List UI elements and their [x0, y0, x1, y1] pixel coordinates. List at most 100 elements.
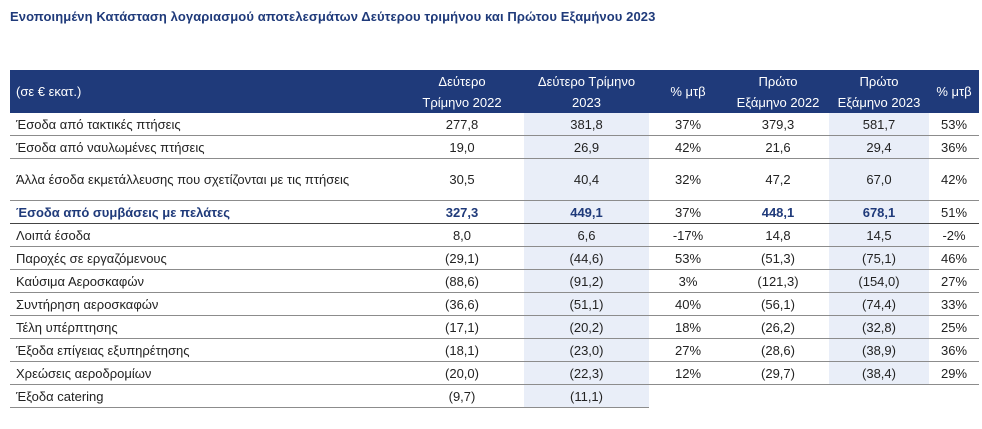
cell-q2-2022: (9,7) [400, 384, 524, 408]
cell-h1-2022: 448,1 [727, 200, 829, 224]
table-row: Έσοδα από συμβάσεις με πελάτες 327,3 449,1… [10, 200, 979, 224]
header-q2-2022-line1: Δεύτερο [438, 73, 486, 89]
table-row: Έξοδα επίγειας εξυπηρέτησης (18,1) (23,0) 2… [10, 338, 979, 362]
row-label: Έξοδα catering [10, 384, 400, 408]
table-row: Χρεώσεις αεροδρομίων (20,0) (22,3) 12% (29,7… [10, 361, 979, 385]
cell-yoy-h [929, 384, 979, 408]
cell-yoy-q: 53% [649, 246, 727, 270]
header-h1-2023-line1: Πρώτο [859, 73, 899, 89]
cell-yoy-q: 18% [649, 315, 727, 339]
page-title: Ενοποιημένη Κατάσταση λογαριασμού αποτελ… [10, 9, 656, 24]
cell-yoy-q: 42% [649, 135, 727, 159]
header-h1-2022: Πρώτο Εξάμηνο 2022 [727, 70, 829, 113]
row-label: Λοιπά έσοδα [10, 223, 400, 247]
cell-yoy-h: 53% [929, 113, 979, 136]
cell-h1-2022: (28,6) [727, 338, 829, 362]
cell-h1-2023 [829, 384, 929, 408]
header-q2-2023-line1: Δεύτερο Τρίμηνο [537, 73, 636, 89]
income-statement-table: (σε € εκατ.) Δεύτερο Τρίμηνο 2022 Δεύτερο… [10, 70, 979, 408]
cell-h1-2022: (29,7) [727, 361, 829, 385]
header-q2-2022-line2: Τρίμηνο 2022 [422, 94, 502, 110]
row-label: Παροχές σε εργαζόμενους [10, 246, 400, 270]
cell-h1-2022: 21,6 [727, 135, 829, 159]
header-yoy-half: % μτβ [936, 84, 972, 99]
cell-yoy-h: 46% [929, 246, 979, 270]
cell-yoy-h: 29% [929, 361, 979, 385]
cell-yoy-h: 36% [929, 338, 979, 362]
row-label: Χρεώσεις αεροδρομίων [10, 361, 400, 385]
row-label: Τέλη υπέρπτησης [10, 315, 400, 339]
cell-q2-2022: 30,5 [400, 158, 524, 201]
header-q2-2023: Δεύτερο Τρίμηνο 2023 [524, 70, 649, 113]
cell-yoy-q: 3% [649, 269, 727, 293]
table-row: Τέλη υπέρπτησης (17,1) (20,2) 18% (26,2) (32,… [10, 315, 979, 339]
cell-q2-2022: 19,0 [400, 135, 524, 159]
table-row: Άλλα έσοδα εκμετάλλευσης που σχετίζονται… [10, 158, 979, 201]
row-label: Συντήρηση αεροσκαφών [10, 292, 400, 316]
cell-q2-2023: 40,4 [524, 158, 649, 201]
header-h1-2022-line1: Πρώτο [758, 73, 798, 89]
cell-q2-2022: 8,0 [400, 223, 524, 247]
table-row: Έξοδα catering (9,7) (11,1) [10, 384, 979, 408]
cell-yoy-q [649, 384, 727, 408]
header-h1-2023-line2: Εξάμηνο 2023 [837, 94, 921, 110]
row-label: Έσοδα από τακτικές πτήσεις [10, 113, 400, 136]
cell-h1-2022 [727, 384, 829, 408]
cell-q2-2023: 381,8 [524, 113, 649, 136]
table-row: Παροχές σε εργαζόμενους (29,1) (44,6) 53% (5… [10, 246, 979, 270]
cell-h1-2022: 47,2 [727, 158, 829, 201]
cell-q2-2022: (88,6) [400, 269, 524, 293]
cell-h1-2023: 29,4 [829, 135, 929, 159]
cell-h1-2023: 14,5 [829, 223, 929, 247]
cell-h1-2023: (74,4) [829, 292, 929, 316]
cell-q2-2022: (17,1) [400, 315, 524, 339]
cell-h1-2022: (51,3) [727, 246, 829, 270]
table-row: Καύσιμα Αεροσκαφών (88,6) (91,2) 3% (121,3)(… [10, 269, 979, 293]
cell-q2-2023: (23,0) [524, 338, 649, 362]
cell-q2-2022: (29,1) [400, 246, 524, 270]
header-units: (σε € εκατ.) [16, 84, 82, 99]
table-row: Λοιπά έσοδα 8,0 6,6 -17% 14,8 14,5 -2% [10, 223, 979, 247]
cell-h1-2023: (75,1) [829, 246, 929, 270]
cell-yoy-h: 33% [929, 292, 979, 316]
cell-q2-2023: 26,9 [524, 135, 649, 159]
row-label: Έσοδα από συμβάσεις με πελάτες [10, 200, 400, 224]
cell-h1-2023: 67,0 [829, 158, 929, 201]
cell-yoy-q: 37% [649, 113, 727, 136]
cell-h1-2023: 581,7 [829, 113, 929, 136]
table-row: Συντήρηση αεροσκαφών (36,6) (51,1) 40% (56,1… [10, 292, 979, 316]
table-row: Έσοδα από ναυλωμένες πτήσεις 19,0 26,9 42% 2… [10, 135, 979, 159]
cell-h1-2022: (26,2) [727, 315, 829, 339]
cell-yoy-h: 42% [929, 158, 979, 201]
header-h1-2023: Πρώτο Εξάμηνο 2023 [829, 70, 929, 113]
cell-h1-2022: 379,3 [727, 113, 829, 136]
cell-q2-2022: 327,3 [400, 200, 524, 224]
row-label: Έξοδα επίγειας εξυπηρέτησης [10, 338, 400, 362]
cell-yoy-h: 36% [929, 135, 979, 159]
header-yoy-quarter: % μτβ [670, 84, 706, 99]
cell-q2-2022: (36,6) [400, 292, 524, 316]
cell-h1-2023: (154,0) [829, 269, 929, 293]
header-h1-2022-line2: Εξάμηνο 2022 [736, 94, 820, 110]
cell-h1-2023: (32,8) [829, 315, 929, 339]
cell-yoy-h: -2% [929, 223, 979, 247]
cell-h1-2023: (38,4) [829, 361, 929, 385]
cell-q2-2022: (20,0) [400, 361, 524, 385]
cell-yoy-q: 12% [649, 361, 727, 385]
cell-yoy-h: 25% [929, 315, 979, 339]
cell-q2-2023: 6,6 [524, 223, 649, 247]
row-label: Άλλα έσοδα εκμετάλλευσης που σχετίζονται… [10, 158, 400, 201]
cell-h1-2023: 678,1 [829, 200, 929, 224]
cell-q2-2023: (20,2) [524, 315, 649, 339]
row-label: Καύσιμα Αεροσκαφών [10, 269, 400, 293]
cell-h1-2022: (121,3) [727, 269, 829, 293]
cell-yoy-h: 27% [929, 269, 979, 293]
table-row: Έσοδα από τακτικές πτήσεις 277,8 381,8 37% 3… [10, 113, 979, 136]
cell-yoy-q: -17% [649, 223, 727, 247]
cell-yoy-q: 37% [649, 200, 727, 224]
cell-yoy-h: 51% [929, 200, 979, 224]
cell-yoy-q: 32% [649, 158, 727, 201]
cell-q2-2022: (18,1) [400, 338, 524, 362]
cell-yoy-q: 40% [649, 292, 727, 316]
cell-q2-2023: (91,2) [524, 269, 649, 293]
